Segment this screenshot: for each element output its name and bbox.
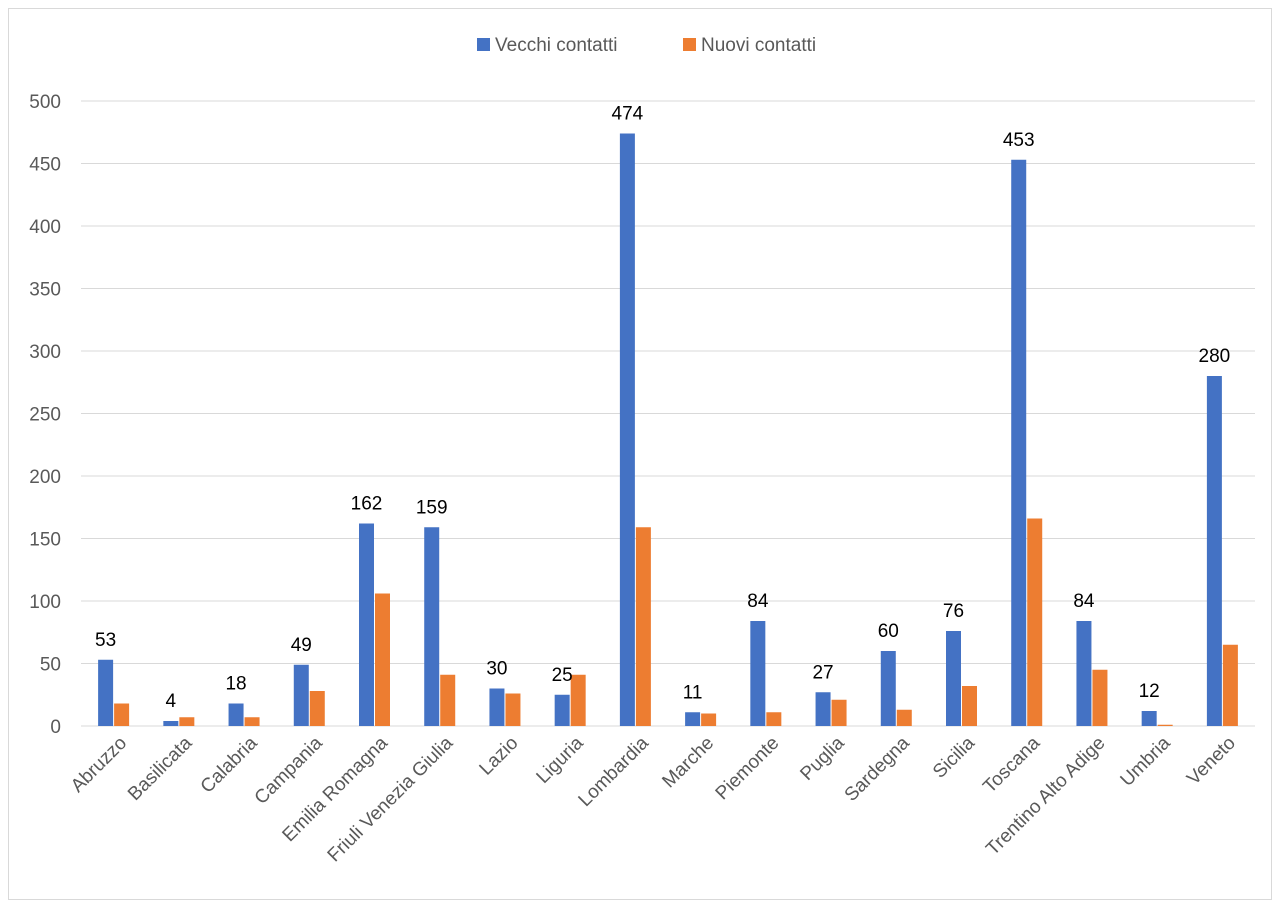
bar-nuovi-6 [505,693,521,726]
x-tick-label: Veneto [1183,733,1240,790]
bar-nuovi-16 [1157,724,1173,726]
bar-nuovi-10 [766,712,782,726]
y-tick-label: 400 [29,217,61,238]
data-label: 162 [351,494,383,515]
data-label: 18 [225,674,246,695]
bar-vecchi-13 [946,631,961,726]
x-tick-label: Puglia [796,732,849,785]
bar-nuovi-8 [635,527,651,726]
bar-vecchi-8 [619,133,635,726]
bar-nuovi-0 [114,703,130,726]
data-label: 30 [486,659,507,680]
bar-vecchi-1 [163,721,179,726]
y-tick-label: 100 [29,592,61,613]
y-tick-label: 150 [29,530,61,551]
data-label: 25 [552,665,573,686]
data-labels: 53 4 18 49 162 159 30 25 474 11 84 27 60 76 453 84 12 280 [95,104,1230,713]
legend: Vecchi contatti Nuovi contatti [477,35,816,56]
y-axis-ticks: 0 50 100 150 200 250 300 350 400 450 500 [29,92,61,738]
y-tick-label: 0 [50,717,61,738]
data-label: 12 [1139,681,1160,702]
legend-swatch [683,38,696,51]
y-tick-label: 50 [40,655,61,676]
legend-swatch [477,38,490,51]
bar-nuovi-9 [701,713,717,726]
bar-nuovi-1 [179,717,195,726]
bar-vecchi-2 [228,703,244,726]
x-tick-label: Friuli Venezia Giulia [324,732,458,866]
data-label: 53 [95,630,116,651]
data-label: 27 [812,662,833,683]
x-tick-label: Calabria [197,732,262,797]
bar-vecchi-3 [293,664,309,726]
bar-vecchi-17 [1206,376,1222,726]
data-label: 76 [943,601,964,622]
y-tick-label: 450 [29,155,61,176]
x-tick-label: Umbria [1117,732,1175,790]
bar-vecchi-7 [554,694,570,726]
data-label: 84 [747,591,769,612]
x-tick-label: Basilicata [124,732,197,805]
bar-vecchi-4 [359,523,374,726]
bar-nuovi-4 [375,593,390,726]
bar-vecchi-5 [424,527,440,726]
bar-nuovi-3 [309,691,325,726]
bar-vecchi-9 [685,712,701,726]
bar-nuovi-15 [1092,669,1108,726]
data-label: 49 [291,635,312,656]
bars [98,133,1238,726]
data-label: 280 [1199,346,1231,367]
y-tick-label: 200 [29,467,61,488]
bar-nuovi-5 [440,674,456,726]
bar-vecchi-11 [815,692,831,726]
bar-vecchi-0 [98,659,114,726]
gridlines [81,100,1255,727]
x-tick-label: Sicilia [929,732,979,782]
legend-label: Vecchi contatti [495,35,618,56]
bar-vecchi-12 [880,651,896,726]
x-tick-label: Abruzzo [67,733,131,797]
x-tick-label: Toscana [979,732,1044,797]
y-tick-label: 500 [29,92,61,113]
bar-nuovi-12 [896,709,912,726]
bar-vecchi-16 [1141,711,1157,726]
bar-vecchi-6 [489,688,505,726]
bar-vecchi-10 [750,621,766,726]
x-tick-label: Lombardia [575,732,654,811]
chart: 0 50 100 150 200 250 300 350 400 450 500 53 4 18 49 16… [29,35,1255,866]
data-label: 453 [1003,130,1035,151]
bar-vecchi-14 [1011,159,1027,726]
bar-nuovi-2 [244,717,260,726]
data-label: 474 [612,104,644,125]
data-label: 60 [878,621,899,642]
y-tick-label: 250 [29,405,61,426]
bar-nuovi-17 [1222,644,1238,726]
legend-label: Nuovi contatti [701,35,816,56]
x-tick-label: Sardegna [841,732,914,805]
bar-nuovi-14 [1027,518,1043,726]
data-label: 4 [166,691,177,712]
x-tick-label: Marche [658,733,718,793]
data-label: 84 [1073,591,1095,612]
chart-frame: 0 50 100 150 200 250 300 350 400 450 500 53 4 18 49 16… [8,8,1272,900]
y-tick-label: 300 [29,342,61,363]
bar-nuovi-13 [962,686,977,726]
bar-nuovi-7 [570,674,586,726]
x-tick-label: Liguria [533,732,588,787]
bar-vecchi-15 [1076,621,1092,726]
x-tick-label: Trentino Alto Adige [982,733,1109,860]
bar-nuovi-11 [831,699,847,726]
y-tick-label: 350 [29,280,61,301]
data-label: 11 [683,682,703,703]
x-tick-label: Piemonte [712,733,784,805]
x-tick-label: Lazio [476,733,523,780]
data-label: 159 [416,497,448,518]
